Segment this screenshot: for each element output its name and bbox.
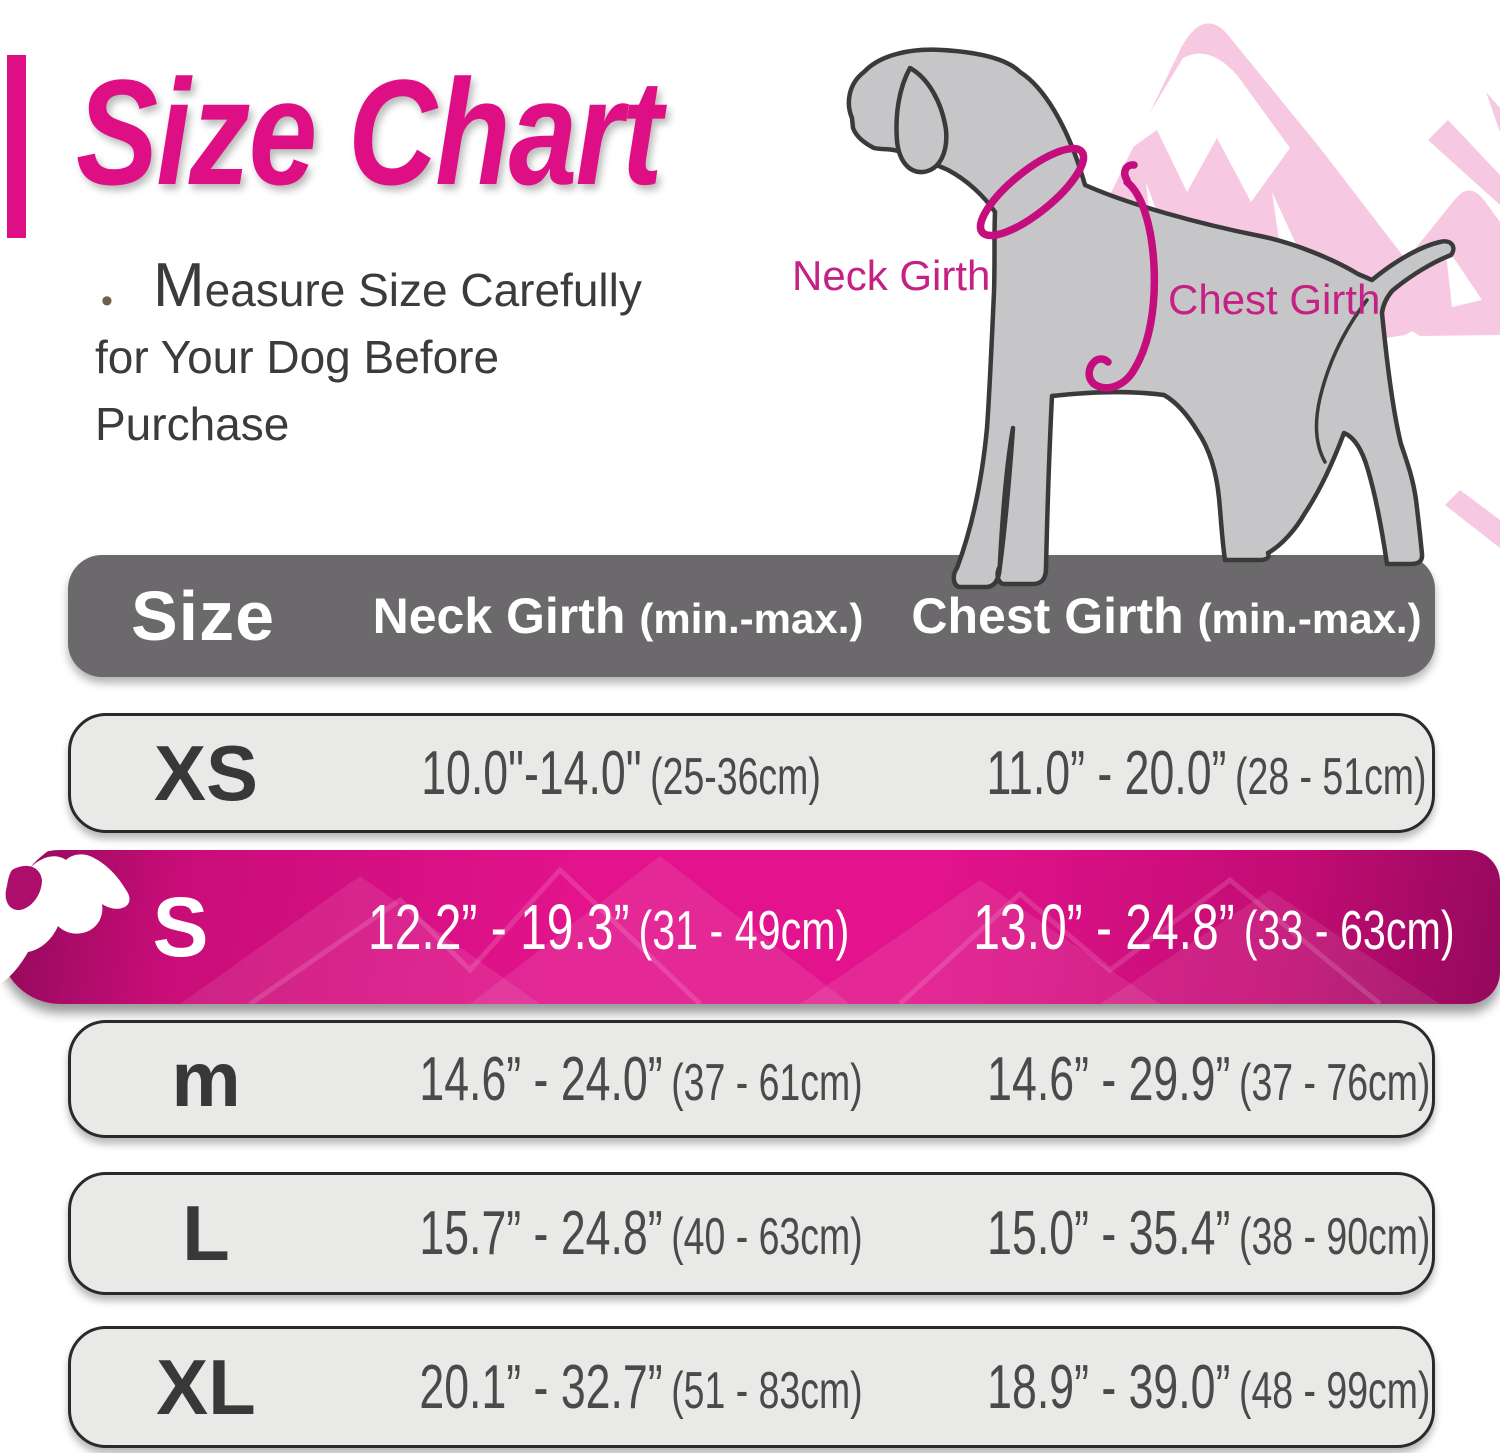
ridge-stripe (1428, 120, 1500, 205)
chest-girth-cell: 18.9” - 39.0” (48 - 99cm) (987, 1352, 1430, 1423)
chest-cm: (37 - 76cm) (1238, 1053, 1431, 1112)
header-row: Size Neck Girth (min.-max.) Chest Girth … (68, 555, 1435, 677)
chest-girth-line (1085, 161, 1159, 392)
chest-girth-cell: 11.0” - 20.0” (28 - 51cm) (987, 738, 1427, 809)
band-mountain-watermark (180, 856, 1440, 1004)
ridge-stripe (1445, 490, 1500, 548)
dog-thigh-line (1314, 298, 1369, 464)
size-cell: L (182, 1189, 230, 1277)
dog-ear (894, 65, 949, 175)
size-cell: XL (156, 1342, 256, 1431)
neck-inches: 10.0"-14.0" (421, 738, 642, 808)
note-line: Measure Size Carefully (153, 251, 642, 320)
table-row-xs: XS 10.0"-14.0" (25-36cm) 11.0” - 20.0” (28… (68, 713, 1435, 833)
column-header-chest-main: Chest Girth (911, 588, 1184, 644)
column-header-neck-sub: (min.-max.) (639, 595, 864, 642)
note-line: for Your Dog Before (95, 331, 500, 383)
neck-girth-line (976, 144, 1088, 240)
table-row-m: m 14.6” - 24.0” (37 - 61cm) 14.6” - 29.9”… (68, 1020, 1435, 1138)
neck-cm: (25-36cm) (650, 747, 821, 806)
table-row-xl: XL 20.1” - 32.7” (51 - 83cm) 18.9” - 39.0… (68, 1326, 1435, 1448)
chest-girth-cell: 13.0” - 24.8” (33 - 63cm) (973, 890, 1454, 964)
size-cell: XS (153, 728, 259, 817)
size-cell: m (171, 1034, 241, 1123)
neck-inches: 12.2” - 19.3” (368, 891, 630, 963)
snow-cap (1126, 53, 1290, 203)
column-header-size: Size (130, 577, 276, 655)
chest-girth-cell: 15.0” - 35.4” (38 - 90cm) (987, 1198, 1430, 1269)
neck-cm: (31 - 49cm) (638, 899, 850, 961)
dog-illustration (846, 47, 1456, 590)
chest-cm: (33 - 63cm) (1243, 899, 1455, 961)
chest-inches: 15.0” - 35.4” (987, 1199, 1231, 1268)
column-header-chest-sub: (min.-max.) (1197, 595, 1422, 642)
snow-streak (1445, 245, 1482, 307)
neck-girth-cell: 12.2” - 19.3” (31 - 49cm) (368, 890, 849, 964)
column-header-chest: Chest Girth (min.-max.) (898, 587, 1435, 645)
note-line: Purchase (95, 398, 290, 450)
chest-inches: 18.9” - 39.0” (987, 1352, 1231, 1422)
accent-bar (7, 55, 26, 238)
chest-girth-cell: 14.6” - 29.9” (37 - 76cm) (987, 1044, 1430, 1115)
page-title: Size Chart (76, 48, 663, 216)
neck-girth-cell: 10.0"-14.0" (25-36cm) (419, 738, 822, 809)
chest-cm: (28 - 51cm) (1235, 747, 1427, 806)
neck-girth-cell: 15.7” - 24.8” (40 - 63cm) (419, 1198, 862, 1269)
neck-cm: (51 - 83cm) (671, 1361, 863, 1420)
column-header-neck-main: Neck Girth (372, 588, 626, 644)
chest-inches: 11.0” - 20.0” (986, 738, 1227, 808)
bullet-icon: • (101, 282, 113, 320)
dog-head-icon (0, 848, 130, 984)
chest-cm: (48 - 99cm) (1238, 1361, 1431, 1420)
neck-girth-cell: 20.1” - 32.7” (51 - 83cm) (419, 1352, 862, 1423)
neck-girth-label: Neck Girth (792, 252, 991, 299)
note-text: • Measure Size Carefully for Your Dog Be… (95, 252, 735, 458)
chest-inches: 13.0” - 24.8” (973, 891, 1235, 963)
neck-inches: 14.6” - 24.0” (419, 1044, 663, 1114)
neck-cm: (37 - 61cm) (671, 1053, 863, 1112)
size-cell: S (152, 879, 209, 974)
column-header-neck: Neck Girth (min.-max.) (338, 587, 898, 645)
neck-inches: 20.1” - 32.7” (419, 1352, 663, 1422)
chest-girth-label: Chest Girth (1168, 276, 1381, 323)
neck-cm: (40 - 63cm) (671, 1208, 863, 1266)
neck-girth-cell: 14.6” - 24.0” (37 - 61cm) (419, 1044, 862, 1115)
chest-cm: (38 - 90cm) (1238, 1208, 1431, 1266)
chest-inches: 14.6” - 29.9” (987, 1044, 1231, 1114)
ridge-stripe (1486, 92, 1500, 132)
neck-inches: 15.7” - 24.8” (419, 1199, 663, 1268)
table-row-l: L 15.7” - 24.8” (40 - 63cm) 15.0” - 35.4”… (68, 1172, 1435, 1295)
dog-head-ear (5, 865, 42, 911)
table-row-s-highlighted: S 12.2” - 19.3” (31 - 49cm) 13.0” - 24.8”… (0, 850, 1500, 1004)
